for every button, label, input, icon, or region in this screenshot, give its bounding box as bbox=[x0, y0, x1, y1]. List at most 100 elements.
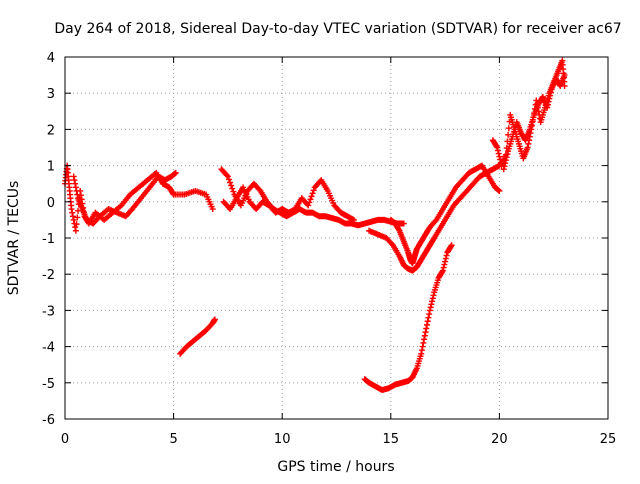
data-point-plus bbox=[422, 329, 429, 336]
data-point-plus bbox=[424, 318, 431, 325]
data-point-plus bbox=[310, 187, 317, 194]
data-point-plus bbox=[561, 72, 568, 79]
data-point-plus bbox=[307, 196, 314, 203]
data-point-plus bbox=[500, 166, 507, 173]
data-point-plus bbox=[494, 147, 501, 154]
tick-labels: 0 5 10 15 20 25 -6 -5 -4 -3 -2 -1 0 1 2 3 4 bbox=[42, 51, 616, 447]
data-point-plus bbox=[211, 316, 218, 323]
data-point-plus bbox=[72, 184, 79, 191]
chart-title: Day 264 of 2018, Sidereal Day-to-day VTE… bbox=[54, 21, 621, 37]
data-point-plus bbox=[442, 255, 449, 262]
data-point-plus bbox=[224, 173, 231, 180]
data-point-plus bbox=[525, 140, 532, 147]
data-point-plus bbox=[429, 295, 436, 302]
data-point-plus bbox=[447, 243, 454, 250]
data-point-plus bbox=[74, 214, 81, 221]
data-point-plus bbox=[426, 311, 433, 318]
x-tick-label: 25 bbox=[600, 432, 617, 447]
data-point-plus bbox=[427, 304, 434, 311]
data-point-plus bbox=[432, 218, 439, 225]
data-point-plus bbox=[256, 186, 263, 193]
series-track-h bbox=[361, 242, 455, 394]
data-point-plus bbox=[504, 151, 511, 158]
y-tick-label: -5 bbox=[42, 377, 55, 392]
data-point-plus bbox=[421, 336, 428, 343]
data-point-plus bbox=[429, 298, 436, 305]
data-point-plus bbox=[230, 188, 237, 195]
x-tick-label: 20 bbox=[491, 432, 508, 447]
data-point-plus bbox=[388, 241, 395, 248]
data-point-plus bbox=[309, 190, 316, 197]
data-point-plus bbox=[308, 193, 315, 200]
data-point-plus bbox=[502, 160, 509, 167]
data-point-plus bbox=[70, 173, 77, 180]
data-point-plus bbox=[72, 224, 79, 231]
data-point-plus bbox=[430, 236, 437, 243]
data-point-plus bbox=[225, 176, 232, 183]
y-tick-label: 1 bbox=[47, 160, 55, 175]
data-point-plus bbox=[75, 207, 82, 214]
data-point-plus bbox=[419, 343, 426, 350]
data-point-plus bbox=[228, 182, 235, 189]
x-tick-label: 0 bbox=[61, 432, 69, 447]
data-point-plus bbox=[74, 191, 81, 198]
data-point-plus bbox=[209, 206, 216, 213]
data-point-plus bbox=[494, 144, 501, 151]
series-track-e bbox=[220, 177, 357, 223]
data-point-plus bbox=[495, 150, 502, 157]
data-point-plus bbox=[306, 199, 313, 206]
data-point-plus bbox=[227, 179, 234, 186]
data-point-plus bbox=[72, 227, 79, 234]
data-point-plus bbox=[395, 226, 402, 233]
y-tick-label: 3 bbox=[47, 87, 55, 102]
series-track-c bbox=[177, 316, 218, 357]
data-point-plus bbox=[439, 267, 446, 274]
data-points bbox=[62, 57, 568, 394]
data-point-plus bbox=[493, 143, 500, 150]
y-tick-label: -2 bbox=[42, 268, 55, 283]
data-point-plus bbox=[71, 177, 78, 184]
data-point-plus bbox=[421, 332, 428, 339]
data-point-plus bbox=[544, 104, 551, 111]
data-point-plus bbox=[430, 292, 437, 299]
data-point-plus bbox=[69, 213, 76, 220]
series-track-g bbox=[387, 162, 503, 267]
data-point-plus bbox=[441, 261, 448, 268]
data-point-plus bbox=[172, 169, 179, 176]
data-point-plus bbox=[505, 125, 512, 132]
data-point-plus bbox=[69, 209, 76, 216]
data-point-plus bbox=[423, 325, 430, 332]
data-point-plus bbox=[496, 187, 503, 194]
y-tick-label: 4 bbox=[47, 51, 55, 66]
data-point-plus bbox=[546, 95, 553, 102]
y-tick-label: -4 bbox=[42, 341, 55, 356]
data-point-plus bbox=[440, 264, 447, 271]
data-point-plus bbox=[502, 157, 509, 164]
data-point-plus bbox=[501, 163, 508, 170]
x-tick-label: 5 bbox=[169, 432, 177, 447]
data-point-plus bbox=[547, 89, 554, 96]
data-point-plus bbox=[418, 350, 425, 357]
data-point-plus bbox=[448, 242, 455, 249]
y-axis-label: SDTVAR / TECUs bbox=[6, 181, 22, 296]
series-track-a bbox=[62, 162, 216, 234]
data-point-plus bbox=[223, 172, 230, 179]
data-point-plus bbox=[350, 216, 357, 223]
data-point-plus bbox=[544, 101, 551, 108]
data-point-plus bbox=[418, 347, 425, 354]
series-track-j bbox=[500, 72, 568, 173]
data-point-plus bbox=[524, 144, 531, 151]
x-tick-label: 10 bbox=[274, 432, 291, 447]
data-point-plus bbox=[428, 301, 435, 308]
data-point-plus bbox=[424, 321, 430, 328]
data-point-plus bbox=[442, 258, 449, 265]
data-point-plus bbox=[128, 207, 135, 214]
data-point-plus bbox=[547, 92, 554, 99]
series-track-b bbox=[70, 169, 179, 227]
y-tick-label: -3 bbox=[42, 304, 55, 319]
data-point-plus bbox=[72, 180, 79, 187]
data-point-plus bbox=[420, 339, 427, 346]
